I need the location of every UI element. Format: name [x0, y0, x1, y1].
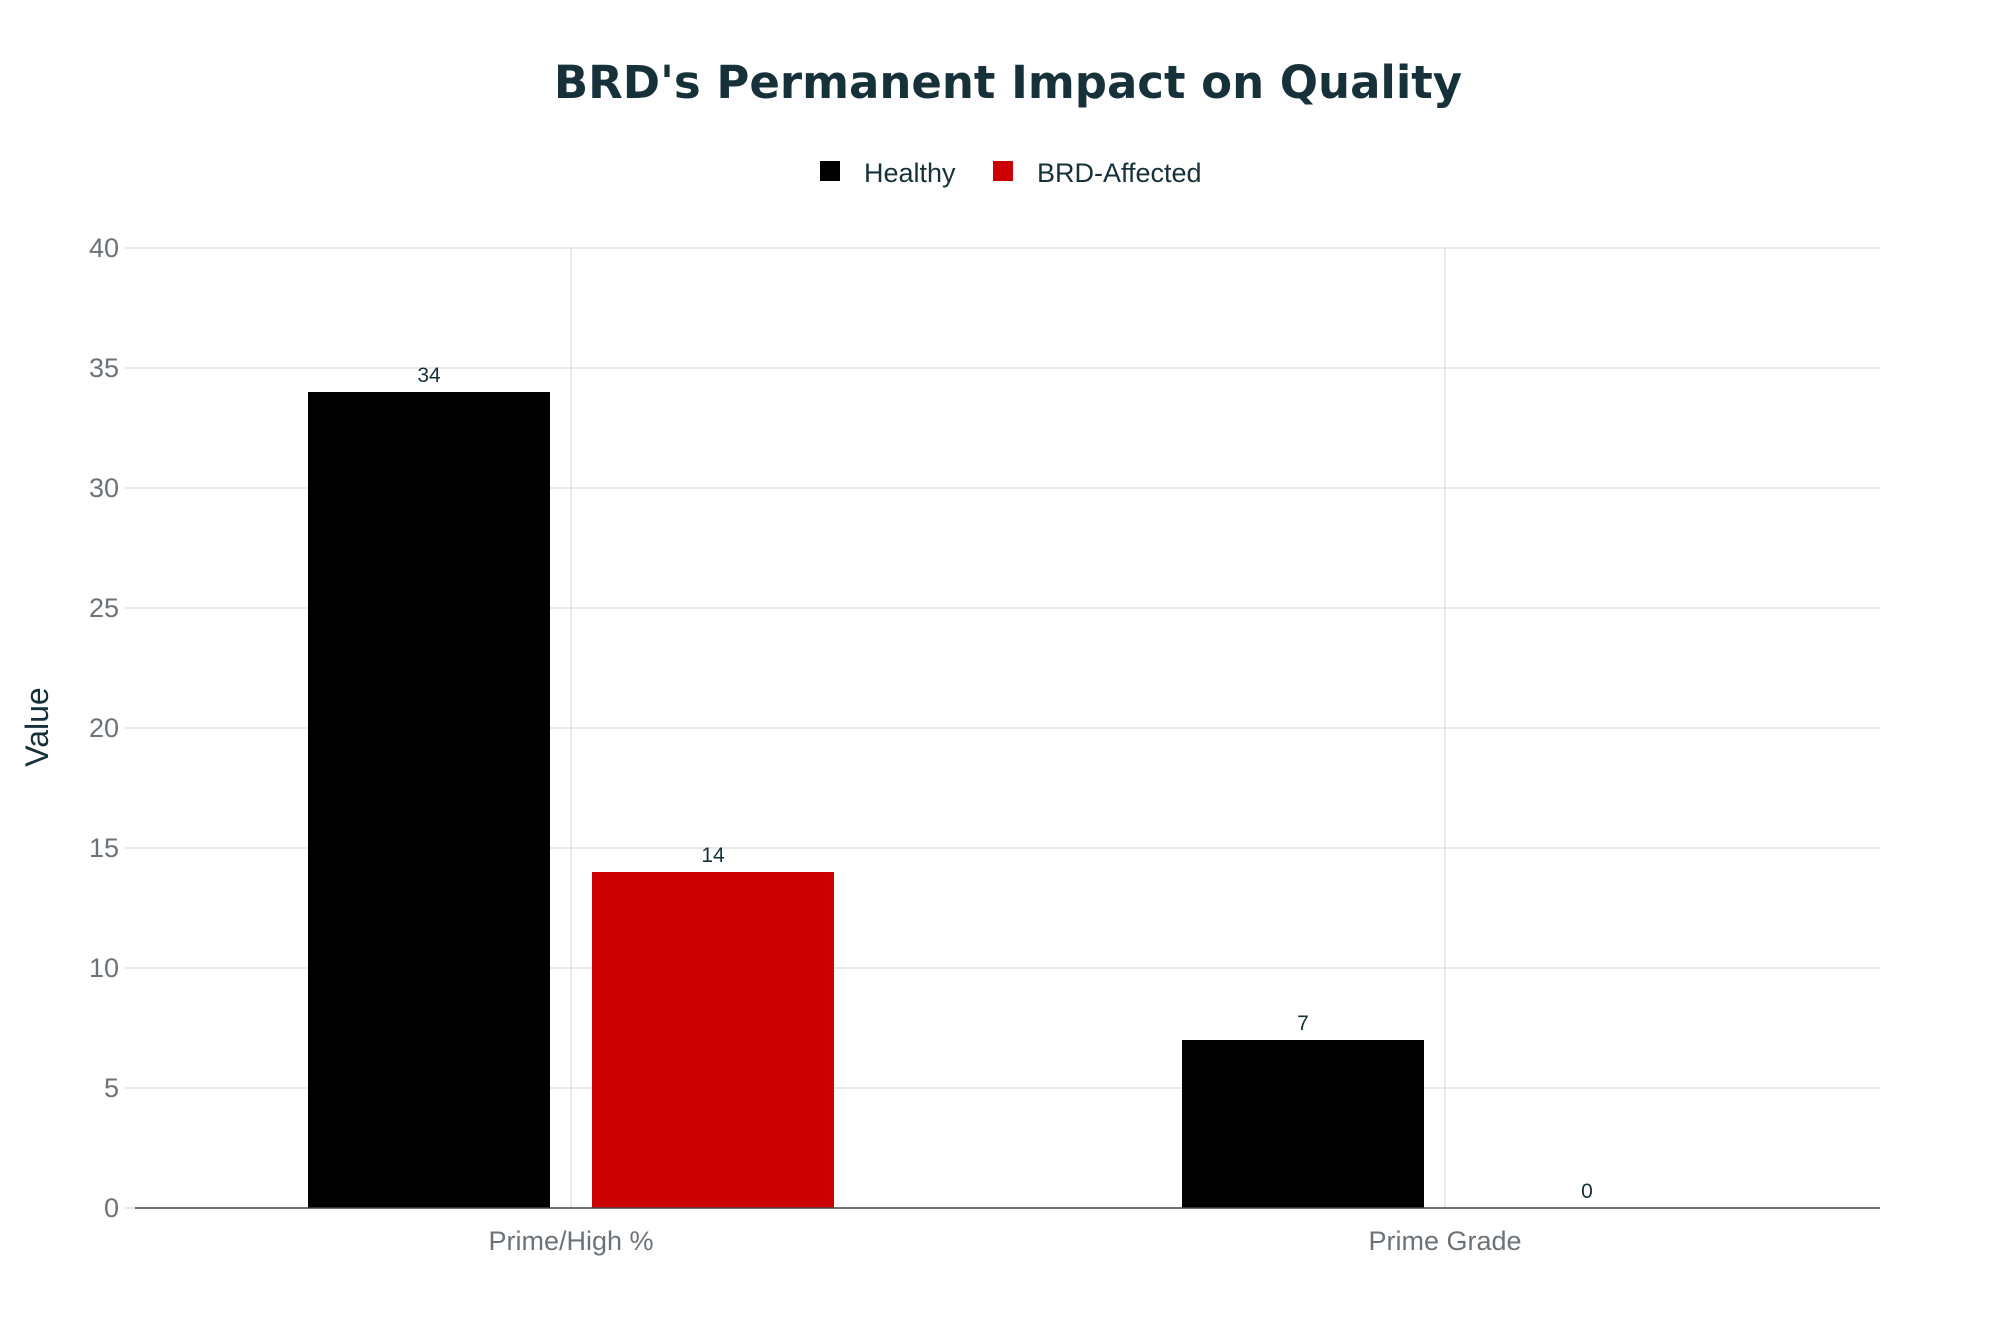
data-label-brd-affected-prime-high: 14	[701, 844, 725, 867]
y-tick-label-0: 0	[104, 1193, 119, 1223]
bar-healthy-prime-grade	[1182, 1040, 1424, 1208]
legend-label-healthy: Healthy	[864, 158, 956, 188]
y-tick-label-25: 25	[89, 593, 119, 623]
legend-swatch-healthy	[820, 161, 840, 181]
y-tick-label-15: 15	[89, 833, 119, 863]
chart-title: BRD's Permanent Impact on Quality	[554, 56, 1462, 109]
y-tick-label-30: 30	[89, 473, 119, 503]
bar-brd-affected-prime-high	[592, 872, 834, 1208]
bars	[308, 392, 1424, 1208]
legend: Healthy BRD-Affected	[820, 158, 1202, 188]
x-tick-label-prime-high: Prime/High %	[488, 1226, 653, 1256]
y-tick-label-20: 20	[89, 713, 119, 743]
y-tick-label-10: 10	[89, 953, 119, 983]
bar-healthy-prime-high	[308, 392, 550, 1208]
legend-item-healthy: Healthy	[820, 158, 956, 188]
y-axis-title: Value	[19, 687, 55, 766]
data-label-brd-affected-prime-grade: 0	[1581, 1180, 1593, 1203]
data-label-healthy-prime-high: 34	[417, 364, 441, 387]
x-tick-label-prime-grade: Prime Grade	[1368, 1226, 1521, 1256]
legend-label-brd-affected: BRD-Affected	[1037, 158, 1202, 188]
y-axis-ticks: 0 5 10 15 20 25 30 35 40	[89, 233, 135, 1223]
x-axis-ticks: Prime/High % Prime Grade	[488, 1226, 1521, 1256]
y-tick-label-40: 40	[89, 233, 119, 263]
data-labels: 34 7 14 0	[417, 364, 1593, 1203]
y-tick-label-5: 5	[104, 1073, 119, 1103]
y-tick-label-35: 35	[89, 353, 119, 383]
legend-item-brd-affected: BRD-Affected	[993, 158, 1202, 188]
legend-swatch-brd-affected	[993, 161, 1013, 181]
data-label-healthy-prime-grade: 7	[1297, 1012, 1309, 1035]
